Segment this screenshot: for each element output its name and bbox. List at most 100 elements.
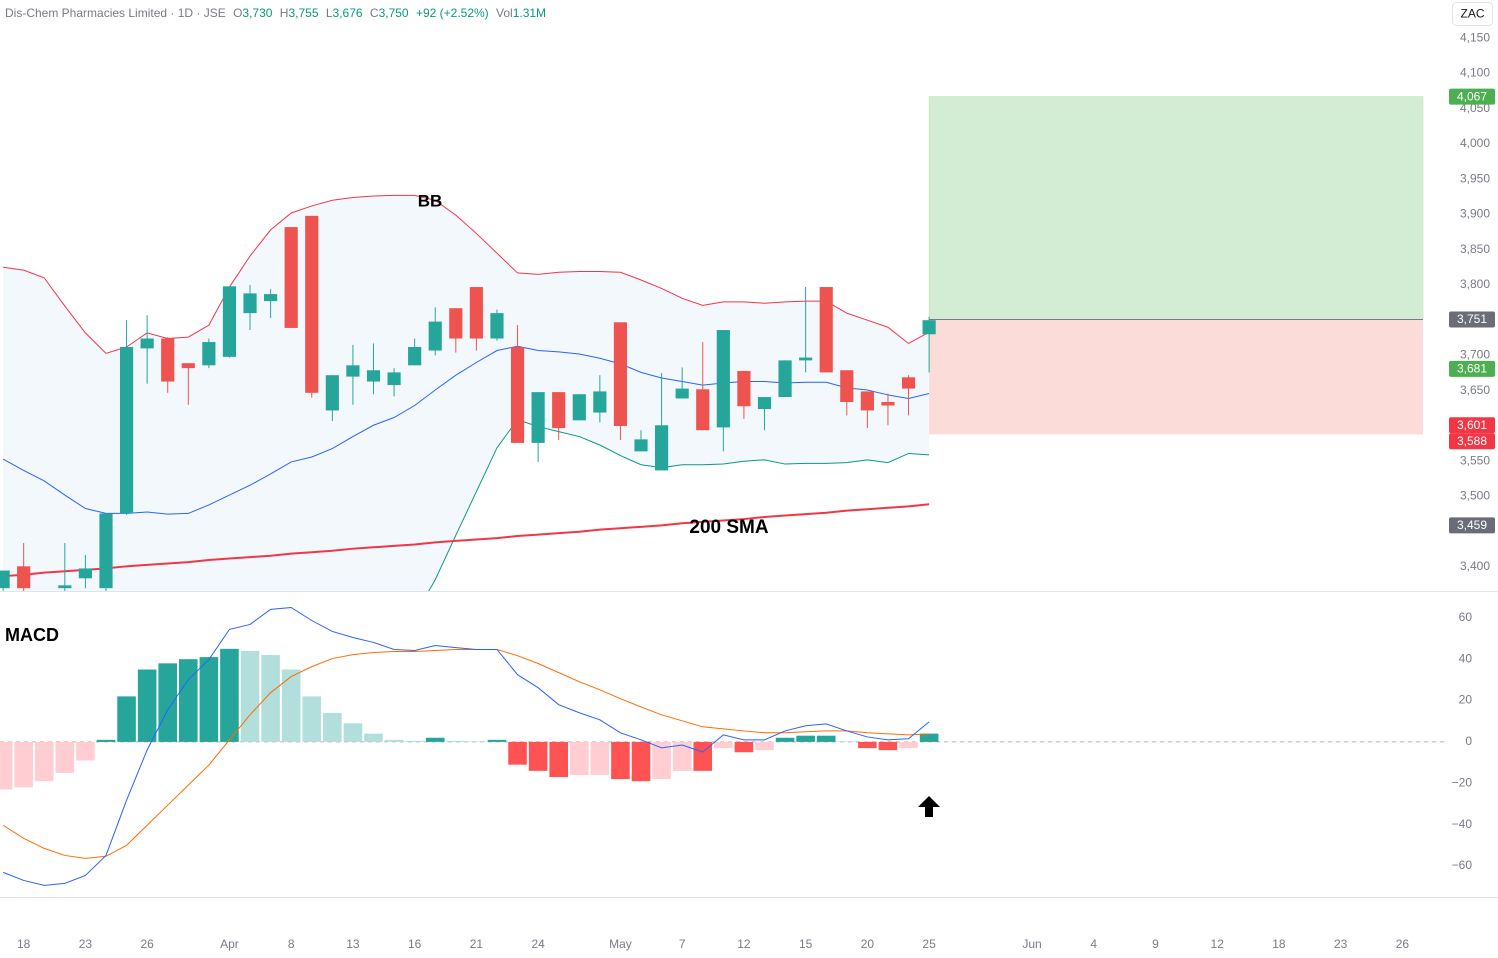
candle-body [222, 286, 237, 357]
macd-tick-label: 20 [1459, 693, 1473, 707]
bb-annotation: BB [418, 191, 443, 210]
histogram-bar [796, 735, 815, 742]
y-tick-label: 3,850 [1460, 242, 1490, 256]
histogram-bar [261, 655, 280, 742]
histogram-bar [878, 741, 898, 751]
histogram-bar [755, 741, 774, 751]
candle-body [716, 330, 730, 428]
candle-body [469, 287, 483, 339]
y-tick-label: 3,800 [1460, 277, 1490, 291]
axes: 4,1504,1004,0504,0003,9503,9003,8503,800… [17, 30, 1495, 951]
y-tick-label: 4,000 [1460, 136, 1490, 150]
h-value: 3,755 [288, 6, 318, 20]
price-badge [1449, 417, 1495, 434]
candle-body [675, 388, 689, 399]
macd-tick-label: −60 [1452, 858, 1473, 872]
candle-body [696, 389, 710, 431]
sma-annotation: 200 SMA [689, 517, 768, 538]
candle-body [346, 365, 360, 377]
macd-tick-label: 40 [1459, 651, 1473, 665]
y-tick-label: 3,900 [1460, 207, 1490, 221]
currency-button[interactable] [1452, 2, 1493, 26]
candle-body [860, 391, 874, 411]
candle-body [531, 392, 545, 443]
bb-basis [2, 345, 930, 515]
histogram-bar [837, 741, 857, 742]
histogram-bar [446, 740, 466, 742]
candle-body [305, 215, 319, 393]
candle-body [428, 321, 442, 351]
sma-line [3, 503, 930, 578]
histogram-bar [569, 741, 589, 775]
currency[interactable]: ZAC [1461, 7, 1485, 21]
histogram-bar [14, 741, 33, 788]
histogram-bar [693, 741, 713, 771]
y-tick-label: 4,150 [1460, 30, 1490, 44]
l-label: L [326, 6, 333, 20]
x-tick-label: 15 [799, 937, 813, 951]
candle-body [408, 346, 422, 366]
x-tick-label: 13 [346, 937, 360, 951]
histogram-bar [919, 733, 939, 742]
profit-zone [928, 96, 1424, 320]
candle-body [552, 392, 566, 429]
histogram-bar [652, 741, 671, 780]
macd-tick-label: 0 [1465, 734, 1472, 748]
macd-tick-label: −20 [1452, 775, 1473, 789]
candle-body [119, 346, 134, 514]
price-badge-label: 4,067 [1457, 89, 1487, 103]
candle-body [264, 294, 278, 302]
x-tick-label: 12 [1211, 937, 1225, 951]
candle-body [634, 439, 648, 452]
vol-value: 1.31M [513, 6, 546, 20]
histogram-bar [611, 741, 630, 780]
histogram-bar [816, 735, 836, 742]
histogram-bar [631, 741, 651, 782]
histogram-bar [343, 723, 363, 742]
change: +92 (+2.52%) [416, 6, 489, 20]
macd-tick-label: −40 [1452, 817, 1473, 831]
histogram-bar [549, 741, 568, 778]
candle-body [284, 227, 298, 328]
candle-body [613, 322, 628, 426]
candle-body [325, 375, 339, 411]
histogram-bar [55, 741, 75, 773]
y-tick-label: 3,700 [1460, 348, 1490, 362]
histogram-bar [487, 739, 507, 742]
x-tick-label: 7 [679, 937, 686, 951]
x-tick-label: 4 [1090, 937, 1097, 951]
candle-body [840, 370, 854, 402]
histogram-bar [179, 659, 198, 742]
candle-body [737, 370, 751, 407]
candle-body [572, 394, 586, 421]
candle-body [757, 397, 772, 410]
price-badge [1449, 517, 1495, 534]
candle-body [38, 595, 51, 606]
macd-line [2, 606, 930, 886]
histogram-bar [96, 739, 116, 742]
x-tick-label: May [609, 937, 632, 951]
y-tick-label: 3,950 [1460, 171, 1490, 185]
histogram-bar [590, 741, 610, 775]
histogram-bar [76, 741, 95, 761]
candle-body [58, 585, 72, 589]
x-tick-label: Apr [220, 937, 239, 951]
x-tick-label: 18 [17, 937, 31, 951]
price-badge-label: 3,601 [1457, 418, 1487, 432]
histogram-bar [0, 741, 13, 790]
bb-upper [3, 194, 930, 354]
candle-body [490, 313, 504, 339]
candle-body [0, 570, 10, 589]
histogram-bar [199, 657, 219, 742]
price-badge [1449, 311, 1495, 328]
x-tick-label: 8 [288, 937, 295, 951]
candle-body [99, 513, 113, 589]
price-badge [1449, 88, 1495, 105]
x-tick-label: 16 [408, 937, 422, 951]
c-label: C [370, 6, 379, 20]
candle-body [819, 287, 833, 373]
bb-lower [428, 419, 930, 591]
candle-body [181, 363, 195, 369]
histogram-bar [528, 741, 548, 771]
